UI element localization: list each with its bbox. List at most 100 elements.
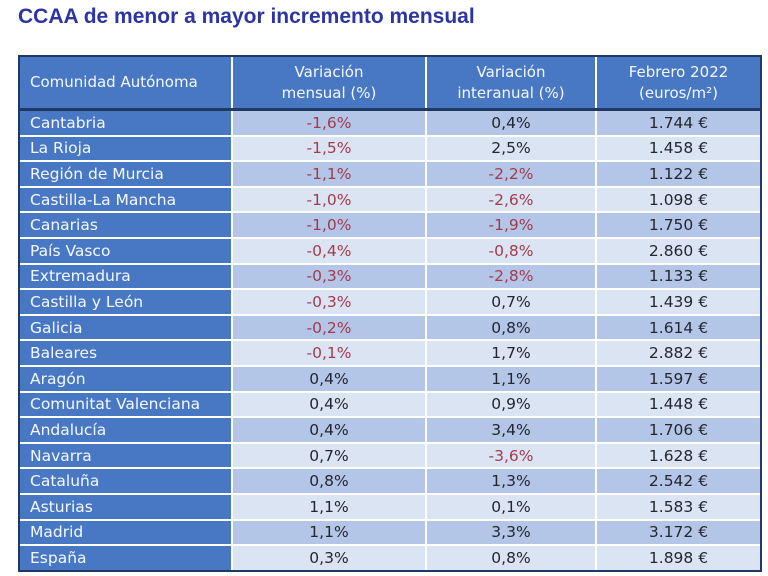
monthly-variation-cell: 0,4% xyxy=(232,365,427,393)
yearly-variation-cell: -0,8% xyxy=(426,237,597,265)
yearly-variation-cell: 2,5% xyxy=(426,135,597,163)
table-row: Galicia -0,2% 0,8% 1.614 € xyxy=(20,314,760,342)
ccaa-table-container: Comunidad Autónoma Variación mensual (%)… xyxy=(18,55,762,572)
region-name: Galicia xyxy=(20,314,233,342)
region-name: Castilla-La Mancha xyxy=(20,186,233,214)
region-name: Madrid xyxy=(20,519,233,547)
yearly-variation-cell: 0,9% xyxy=(426,391,597,419)
monthly-variation-cell: 0,3% xyxy=(232,545,427,570)
yearly-variation-cell: 0,1% xyxy=(426,493,597,521)
price-cell: 2.860 € xyxy=(596,237,760,265)
yearly-variation-cell: 1,1% xyxy=(426,365,597,393)
monthly-variation-cell: -0,4% xyxy=(232,237,427,265)
table-row: Aragón 0,4% 1,1% 1.597 € xyxy=(20,365,760,393)
table-row: Región de Murcia -1,1% -2,2% 1.122 € xyxy=(20,161,760,188)
region-name: Extremadura xyxy=(20,263,233,291)
table-row: Cantabria -1,6% 0,4% 1.744 € xyxy=(20,109,760,137)
table-header: Comunidad Autónoma Variación mensual (%)… xyxy=(20,57,760,111)
monthly-variation-cell: 0,8% xyxy=(232,468,427,495)
column-header-price: Febrero 2022 (euros/m²) xyxy=(596,57,760,111)
region-name: País Vasco xyxy=(20,237,233,265)
region-name: La Rioja xyxy=(20,135,233,163)
yearly-variation-cell: -2,6% xyxy=(426,186,597,214)
yearly-variation-cell: 3,3% xyxy=(426,519,597,547)
table-row: Castilla y León -0,3% 0,7% 1.439 € xyxy=(20,289,760,316)
region-name: Cataluña xyxy=(20,468,233,495)
region-name: España xyxy=(20,545,233,570)
monthly-variation-cell: -1,0% xyxy=(232,212,427,239)
price-cell: 1.098 € xyxy=(596,186,760,214)
monthly-variation-cell: -0,2% xyxy=(232,314,427,342)
table-row: Baleares -0,1% 1,7% 2.882 € xyxy=(20,340,760,367)
monthly-variation-cell: 1,1% xyxy=(232,493,427,521)
region-name: Canarias xyxy=(20,212,233,239)
region-name: Aragón xyxy=(20,365,233,393)
yearly-variation-cell: 0,7% xyxy=(426,289,597,316)
column-header-monthly-variation: Variación mensual (%) xyxy=(232,57,427,111)
table-row: Navarra 0,7% -3,6% 1.628 € xyxy=(20,442,760,470)
yearly-variation-cell: -2,8% xyxy=(426,263,597,291)
price-cell: 1.750 € xyxy=(596,212,760,239)
price-cell: 1.122 € xyxy=(596,161,760,188)
region-name: Baleares xyxy=(20,340,233,367)
table-row: Madrid 1,1% 3,3% 3.172 € xyxy=(20,519,760,547)
table-row: Andalucía 0,4% 3,4% 1.706 € xyxy=(20,417,760,444)
column-header-yearly-variation: Variación interanual (%) xyxy=(426,57,597,111)
ccaa-table: Comunidad Autónoma Variación mensual (%)… xyxy=(20,57,760,570)
table-body: Cantabria -1,6% 0,4% 1.744 € La Rioja -1,5% 2,… xyxy=(20,109,760,570)
price-cell: 1.628 € xyxy=(596,442,760,470)
table-row: La Rioja -1,5% 2,5% 1.458 € xyxy=(20,135,760,163)
monthly-variation-cell: -0,3% xyxy=(232,263,427,291)
region-name: Asturias xyxy=(20,493,233,521)
yearly-variation-cell: 3,4% xyxy=(426,417,597,444)
table-row: Castilla-La Mancha -1,0% -2,6% 1.098 € xyxy=(20,186,760,214)
table-row: Extremadura -0,3% -2,8% 1.133 € xyxy=(20,263,760,291)
region-name: Comunitat Valenciana xyxy=(20,391,233,419)
price-cell: 1.597 € xyxy=(596,365,760,393)
yearly-variation-cell: 0,8% xyxy=(426,545,597,570)
region-name: Navarra xyxy=(20,442,233,470)
yearly-variation-cell: -2,2% xyxy=(426,161,597,188)
page-title: CCAA de menor a mayor incremento mensual xyxy=(18,5,475,28)
table-row: Cataluña 0,8% 1,3% 2.542 € xyxy=(20,468,760,495)
table-row: España 0,3% 0,8% 1.898 € xyxy=(20,545,760,570)
yearly-variation-cell: 0,8% xyxy=(426,314,597,342)
price-cell: 2.882 € xyxy=(596,340,760,367)
monthly-variation-cell: -1,6% xyxy=(232,109,427,137)
region-name: Región de Murcia xyxy=(20,161,233,188)
monthly-variation-cell: -0,1% xyxy=(232,340,427,367)
header-row: Comunidad Autónoma Variación mensual (%)… xyxy=(20,57,760,111)
price-cell: 1.898 € xyxy=(596,545,760,570)
monthly-variation-cell: -0,3% xyxy=(232,289,427,316)
yearly-variation-cell: -3,6% xyxy=(426,442,597,470)
price-cell: 2.542 € xyxy=(596,468,760,495)
price-cell: 1.133 € xyxy=(596,263,760,291)
monthly-variation-cell: -1,1% xyxy=(232,161,427,188)
yearly-variation-cell: 0,4% xyxy=(426,109,597,137)
monthly-variation-cell: -1,0% xyxy=(232,186,427,214)
monthly-variation-cell: -1,5% xyxy=(232,135,427,163)
region-name: Castilla y León xyxy=(20,289,233,316)
table-row: Comunitat Valenciana 0,4% 0,9% 1.448 € xyxy=(20,391,760,419)
yearly-variation-cell: 1,3% xyxy=(426,468,597,495)
yearly-variation-cell: 1,7% xyxy=(426,340,597,367)
table-row: Canarias -1,0% -1,9% 1.750 € xyxy=(20,212,760,239)
price-cell: 1.706 € xyxy=(596,417,760,444)
price-cell: 1.614 € xyxy=(596,314,760,342)
yearly-variation-cell: -1,9% xyxy=(426,212,597,239)
monthly-variation-cell: 0,4% xyxy=(232,391,427,419)
region-name: Andalucía xyxy=(20,417,233,444)
price-cell: 1.439 € xyxy=(596,289,760,316)
monthly-variation-cell: 0,7% xyxy=(232,442,427,470)
monthly-variation-cell: 1,1% xyxy=(232,519,427,547)
region-name: Cantabria xyxy=(20,109,233,137)
table-row: País Vasco -0,4% -0,8% 2.860 € xyxy=(20,237,760,265)
price-cell: 1.744 € xyxy=(596,109,760,137)
price-cell: 1.583 € xyxy=(596,493,760,521)
column-header-region: Comunidad Autónoma xyxy=(20,57,233,111)
price-cell: 3.172 € xyxy=(596,519,760,547)
price-cell: 1.448 € xyxy=(596,391,760,419)
monthly-variation-cell: 0,4% xyxy=(232,417,427,444)
price-cell: 1.458 € xyxy=(596,135,760,163)
